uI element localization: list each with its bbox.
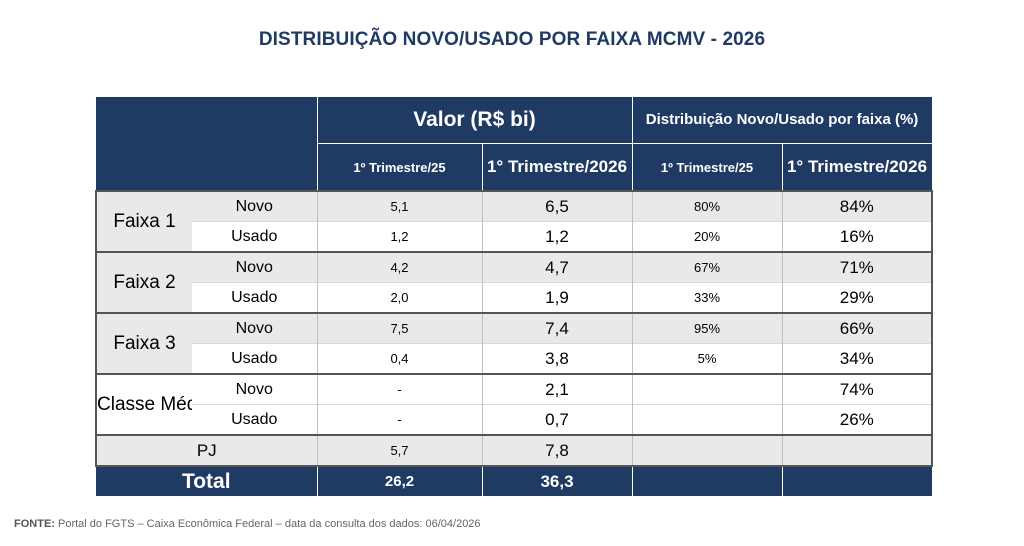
row-type: Usado	[192, 282, 317, 313]
header-distribuicao: Distribuição Novo/Usado por faixa (%)	[631, 97, 933, 144]
pj-label: PJ	[95, 434, 317, 466]
valor-q1-26: 1,9	[481, 282, 632, 313]
total-dist-q1-26	[781, 465, 933, 496]
dist-q1-25: 20%	[631, 221, 782, 252]
dist-q1-26: 84%	[781, 190, 934, 222]
valor-q1-26: 1,2	[481, 221, 632, 252]
dist-q1-26: 74%	[781, 373, 934, 405]
valor-q1-26: 0,7	[481, 404, 632, 435]
header-valor: Valor (R$ bi)	[316, 97, 633, 144]
row-type: Novo	[192, 312, 317, 344]
dist-q1-25: 95%	[631, 312, 782, 344]
valor-q1-26: 7,4	[481, 312, 632, 344]
dist-q1-25	[631, 373, 782, 405]
table-row: Usado 1,2 1,2 20% 16%	[96, 221, 934, 252]
group-label: Faixa 1	[95, 190, 192, 252]
group-label: Faixa 2	[95, 251, 192, 313]
table-row: Usado 2,0 1,9 33% 29%	[96, 282, 934, 313]
total-valor-q1-25: 26,2	[316, 465, 483, 496]
table-row-total: Total 26,2 36,3	[96, 465, 933, 496]
valor-q1-25: 5,1	[316, 190, 482, 222]
pj-valor-q1-25: 5,7	[316, 434, 482, 466]
row-type: Usado	[192, 343, 317, 374]
header-valor-q1-25: 1º Trimestre/25	[316, 143, 483, 191]
header-dist-q1-25: 1º Trimestre/25	[631, 143, 783, 191]
page-title: DISTRIBUIÇÃO NOVO/USADO POR FAIXA MCMV -…	[258, 29, 766, 50]
table-row: Classe Média Novo - 2,1 74%	[95, 373, 934, 435]
footer-label: FONTE:	[14, 518, 55, 530]
valor-q1-26: 3,8	[481, 343, 632, 374]
dist-q1-26: 66%	[781, 312, 934, 344]
valor-q1-25: 2,0	[316, 282, 482, 313]
valor-q1-25: -	[316, 373, 482, 405]
table-row: Usado 0,4 3,8 5% 34%	[96, 343, 934, 374]
valor-q1-26: 4,7	[481, 251, 632, 283]
dist-q1-25: 33%	[631, 282, 782, 313]
valor-q1-25: -	[316, 404, 482, 435]
table-row: Faixa 2 Novo 4,2 4,7 67% 71%	[95, 251, 934, 313]
distribution-table: Valor (R$ bi) Distribuição Novo/Usado po…	[95, 97, 934, 496]
valor-q1-25: 4,2	[316, 251, 482, 283]
header-row-1: Valor (R$ bi) Distribuição Novo/Usado po…	[96, 97, 933, 192]
table-row-pj: PJ 5,7 7,8	[95, 434, 934, 466]
table-row: Faixa 1 Novo 5,1 6,5 80% 84%	[95, 190, 934, 252]
valor-q1-25: 0,4	[316, 343, 482, 374]
pj-dist-q1-25	[631, 434, 782, 466]
dist-q1-26: 29%	[781, 282, 934, 313]
dist-q1-26: 26%	[781, 404, 934, 435]
header-dist-q1-26: 1° Trimestre/2026	[781, 143, 933, 191]
dist-q1-25: 67%	[631, 251, 782, 283]
dist-q1-26: 16%	[781, 221, 934, 252]
pj-valor-q1-26: 7,8	[481, 434, 632, 466]
footer-text: Portal do FGTS – Caixa Econômica Federal…	[54, 518, 481, 530]
table-row: Usado - 0,7 26%	[96, 404, 934, 435]
group-label: Faixa 3	[95, 312, 192, 374]
row-type: Usado	[192, 221, 317, 252]
table-row: Faixa 3 Novo 7,5 7,4 95% 66%	[95, 312, 934, 374]
row-type: Novo	[192, 190, 317, 222]
valor-q1-26: 6,5	[481, 190, 632, 222]
valor-q1-25: 1,2	[316, 221, 482, 252]
header-row-2: 1º Trimestre/25 1° Trimestre/2026 1º Tri…	[96, 143, 933, 191]
header-valor-q1-26: 1° Trimestre/2026	[481, 143, 633, 191]
pj-dist-q1-26	[781, 434, 934, 466]
dist-q1-26: 71%	[781, 251, 934, 283]
dist-q1-25: 5%	[631, 343, 782, 374]
group-label: Classe Média	[95, 373, 192, 435]
dist-q1-26: 34%	[781, 343, 934, 374]
header-corner	[96, 97, 318, 192]
dist-q1-25: 80%	[631, 190, 782, 222]
row-type: Novo	[192, 373, 317, 405]
dist-q1-25	[631, 404, 782, 435]
row-type: Usado	[192, 404, 317, 435]
total-label: Total	[96, 465, 318, 496]
source-footer: FONTE: Portal do FGTS – Caixa Econômica …	[14, 518, 481, 530]
total-valor-q1-26: 36,3	[481, 465, 633, 496]
valor-q1-26: 2,1	[481, 373, 632, 405]
row-type: Novo	[192, 251, 317, 283]
valor-q1-25: 7,5	[316, 312, 482, 344]
total-dist-q1-25	[631, 465, 783, 496]
